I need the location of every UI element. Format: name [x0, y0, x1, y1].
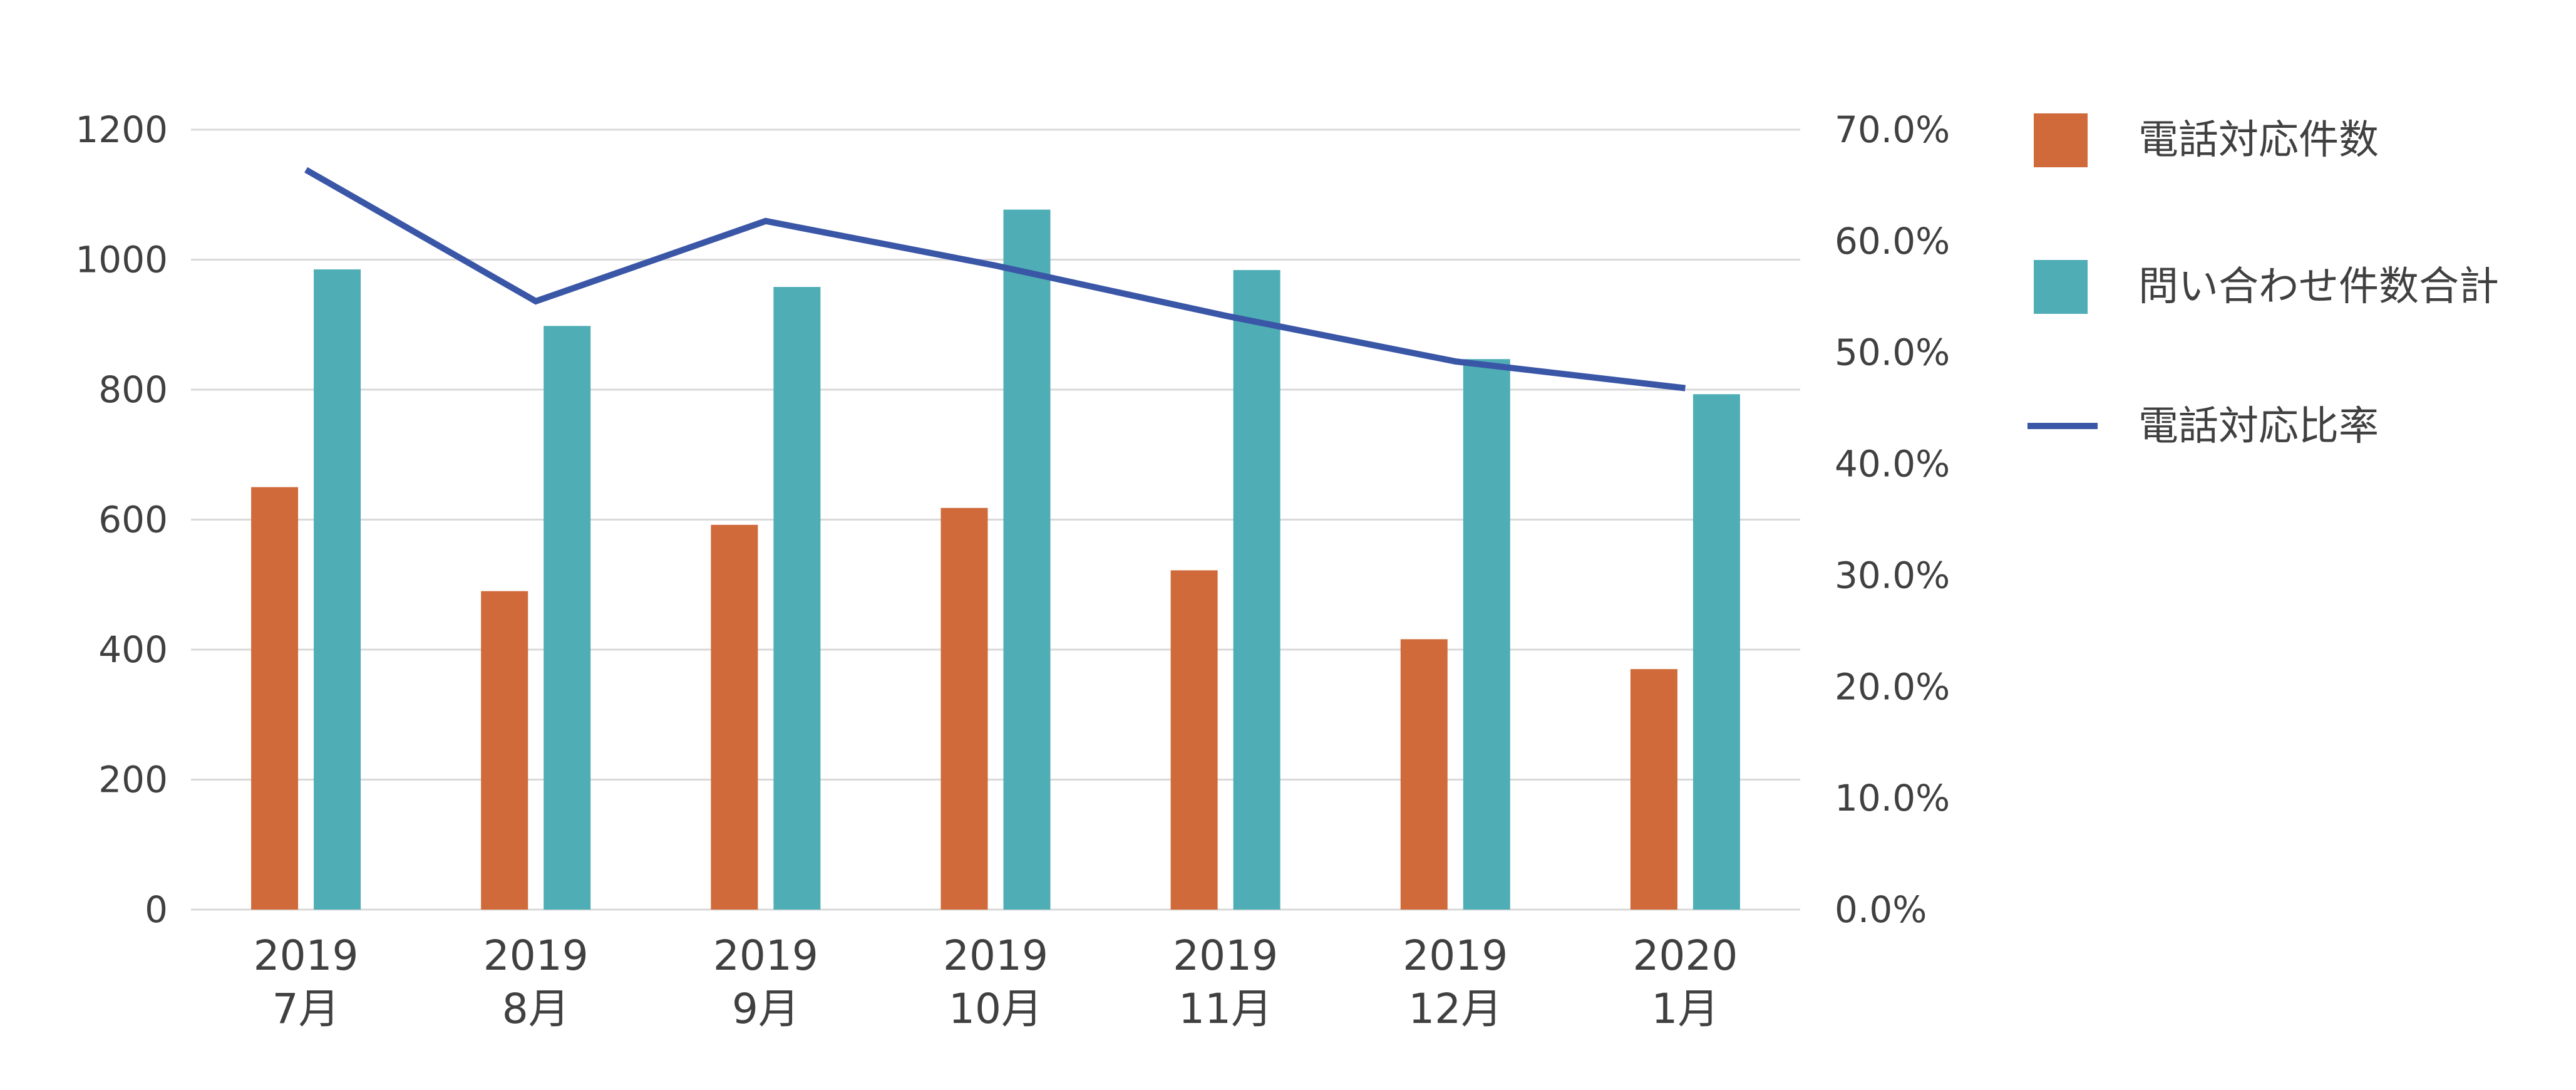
x-tick-label: 10月: [949, 985, 1043, 1033]
grid-lines: [191, 128, 1800, 911]
y-left-tick-label: 200: [98, 759, 168, 801]
bar-phone-count: [481, 591, 528, 910]
bar-inquiry-total: [773, 287, 821, 910]
x-tick-label: 9月: [732, 985, 800, 1033]
x-tick-label: 2019: [1173, 932, 1278, 980]
y-left-tick-label: 400: [98, 628, 168, 671]
legend-label: 問い合わせ件数合計: [2138, 264, 2499, 310]
y-right-tick-label: 40.0%: [1835, 443, 1950, 485]
line-phone-ratio: [304, 167, 1686, 392]
bar-phone-count: [940, 507, 988, 910]
bar-inquiry-total: [1463, 359, 1510, 910]
legend-swatch: [2034, 260, 2088, 314]
x-tick-label: 2019: [254, 932, 359, 980]
x-tick-label: 2019: [713, 932, 818, 980]
bar-inquiry-total: [1003, 209, 1051, 910]
y-right-tick-label: 70.0%: [1835, 108, 1950, 151]
x-tick-label: 11月: [1178, 985, 1272, 1033]
bars: [251, 209, 1740, 910]
x-tick-label: 2020: [1632, 932, 1738, 980]
bar-phone-count: [251, 487, 299, 910]
y-left-tick-label: 1000: [75, 239, 168, 281]
y-left-tick-label: 1200: [75, 108, 168, 151]
y-left-tick-label: 800: [98, 368, 168, 411]
bar-phone-count: [711, 524, 758, 910]
bar-inquiry-total: [544, 326, 591, 910]
x-tick-label: 12月: [1408, 985, 1502, 1033]
y-right-tick-label: 30.0%: [1835, 554, 1950, 596]
x-axis-ticks: 2019 7月 2019 8月 2019 9月 2019 10月 2019 11月 2019 12月 2…: [254, 932, 1738, 1033]
left-axis-ticks: 0 200 400 600 800 1000 1200: [75, 108, 168, 931]
bar-phone-count: [1400, 639, 1448, 910]
legend-swatch: [2034, 113, 2088, 167]
bar-inquiry-total: [1233, 270, 1280, 910]
bar-inquiry-total: [314, 269, 361, 910]
right-axis-ticks: 0.0% 10.0% 20.0% 30.0% 40.0% 50.0% 60.0% 70.0%: [1835, 108, 1950, 931]
x-tick-label: 2019: [1403, 932, 1508, 980]
y-left-tick-label: 0: [145, 888, 168, 931]
x-tick-label: 2019: [943, 932, 1048, 980]
y-right-tick-label: 60.0%: [1835, 220, 1950, 262]
y-right-tick-label: 0.0%: [1835, 888, 1927, 931]
x-tick-label: 1月: [1651, 985, 1719, 1033]
y-right-tick-label: 10.0%: [1835, 777, 1950, 819]
legend-label: 電話対応比率: [2138, 403, 2379, 450]
y-left-tick-label: 600: [98, 499, 168, 541]
y-right-tick-label: 50.0%: [1835, 331, 1950, 374]
x-tick-label: 7月: [272, 985, 340, 1033]
legend-label: 電話対応件数: [2138, 117, 2379, 164]
ratio-line: [304, 167, 1686, 392]
bar-inquiry-total: [1692, 394, 1740, 910]
bar-phone-count: [1170, 570, 1218, 910]
bar-phone-count: [1630, 669, 1677, 910]
x-tick-label: 2019: [483, 932, 589, 980]
y-right-tick-label: 20.0%: [1835, 665, 1950, 708]
x-tick-label: 8月: [502, 985, 570, 1033]
